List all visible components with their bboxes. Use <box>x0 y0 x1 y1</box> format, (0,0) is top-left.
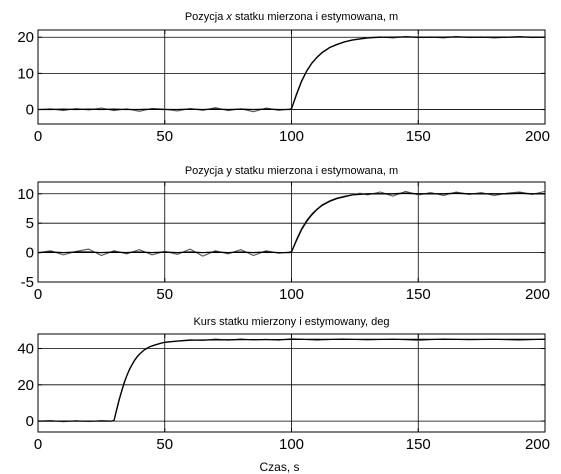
x-tick-label: 0 <box>34 286 42 303</box>
x-tick-label: 200 <box>525 286 550 303</box>
x-tick-label: 100 <box>279 436 304 453</box>
x-tick-label: 200 <box>525 128 550 145</box>
x-tick-label: 200 <box>525 436 550 453</box>
chart-title-part: Pozycja <box>185 11 227 23</box>
chart-panel-3: Kurs statku mierzony i estymowany, deg 0 5… <box>17 316 550 474</box>
series-line-2 <box>38 338 545 422</box>
x-tick-label: 50 <box>156 128 173 145</box>
chart-title: Pozycja x statku mierzona i estymowana, … <box>185 11 398 23</box>
y-tick-label: 20 <box>17 377 34 394</box>
x-tick-label: 150 <box>406 436 431 453</box>
x-tick-label: 150 <box>406 128 431 145</box>
chart-title-part: Kurs statku mierzony i estymowany, deg <box>193 316 389 328</box>
y-tick-label: 0 <box>26 413 34 430</box>
y-tick-label: 10 <box>17 65 34 82</box>
chart-panel-2: Pozycja y statku mierzona i estymowana, … <box>17 165 550 303</box>
x-axis-label: Czas, s <box>259 460 299 474</box>
x-tick-label: 0 <box>34 128 42 145</box>
chart-title: Pozycja y statku mierzona i estymowana, … <box>185 165 398 177</box>
y-tick-label: 10 <box>17 186 34 203</box>
chart-title: Kurs statku mierzony i estymowany, deg <box>193 316 389 328</box>
series-line-2 <box>37 192 545 254</box>
x-tick-label: 150 <box>406 286 431 303</box>
chart-title-part: x <box>225 11 232 23</box>
y-tick-label: -5 <box>21 274 34 291</box>
y-tick-label: 5 <box>26 215 34 232</box>
x-tick-label: 100 <box>279 128 304 145</box>
y-tick-label: 40 <box>17 341 34 358</box>
series-line-2 <box>38 36 545 111</box>
x-tick-label: 50 <box>156 436 173 453</box>
x-tick-label: 50 <box>156 286 173 303</box>
chart-panel-1: Pozycja x statku mierzona i estymowana, … <box>17 11 550 145</box>
chart-title-part: Pozycja y statku mierzona i estymowana, … <box>185 165 398 177</box>
y-tick-label: 20 <box>17 29 34 46</box>
y-tick-label: 0 <box>26 245 34 262</box>
chart-title-part: statku mierzona i estymowana, m <box>232 11 398 23</box>
x-tick-label: 0 <box>34 436 42 453</box>
y-tick-label: 0 <box>26 102 34 119</box>
x-tick-label: 100 <box>279 286 304 303</box>
